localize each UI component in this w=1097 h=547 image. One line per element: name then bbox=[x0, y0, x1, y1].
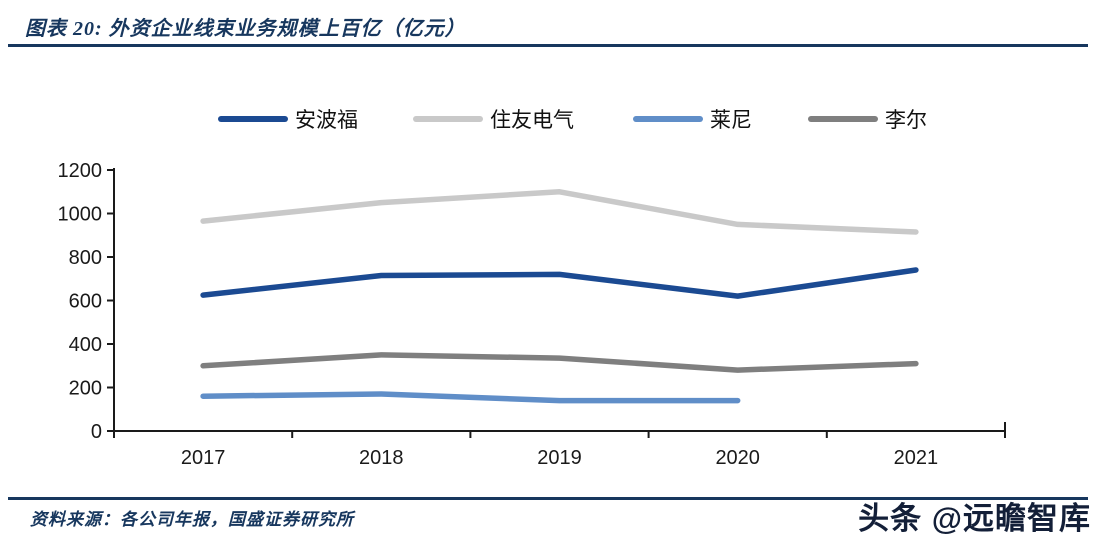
svg-text:2017: 2017 bbox=[181, 447, 226, 469]
legend-swatch-lear bbox=[808, 116, 878, 122]
svg-text:2019: 2019 bbox=[537, 447, 582, 469]
svg-text:200: 200 bbox=[69, 378, 102, 400]
source-note: 资料来源：各公司年报，国盛证券研究所 bbox=[30, 510, 354, 529]
legend-item-aptiv: 安波福 bbox=[218, 108, 358, 132]
watermark-text: 头条 @远瞻智库 bbox=[858, 501, 1091, 536]
legend-label-sumitomo: 住友电气 bbox=[490, 108, 574, 132]
legend-item-leoni: 莱尼 bbox=[633, 108, 752, 132]
legend-item-sumitomo: 住友电气 bbox=[413, 108, 574, 132]
svg-text:2021: 2021 bbox=[894, 447, 939, 469]
svg-text:2020: 2020 bbox=[715, 447, 760, 469]
svg-text:600: 600 bbox=[69, 291, 102, 313]
legend-label-aptiv: 安波福 bbox=[295, 108, 358, 132]
footer-divider bbox=[8, 497, 1088, 500]
legend-swatch-leoni bbox=[633, 116, 703, 122]
legend-label-lear: 李尔 bbox=[885, 108, 927, 132]
legend-swatch-aptiv bbox=[218, 116, 288, 122]
svg-text:2018: 2018 bbox=[359, 447, 404, 469]
svg-text:1000: 1000 bbox=[58, 204, 103, 226]
svg-text:800: 800 bbox=[69, 247, 102, 269]
svg-text:0: 0 bbox=[91, 421, 102, 443]
title-divider bbox=[8, 44, 1088, 47]
figure-title: 图表 20: 外资企业线束业务规模上百亿（亿元） bbox=[25, 18, 466, 40]
legend-item-lear: 李尔 bbox=[808, 108, 927, 132]
legend-label-leoni: 莱尼 bbox=[710, 108, 752, 132]
svg-text:1200: 1200 bbox=[58, 160, 103, 182]
legend-swatch-sumitomo bbox=[413, 116, 483, 122]
svg-text:400: 400 bbox=[69, 334, 102, 356]
